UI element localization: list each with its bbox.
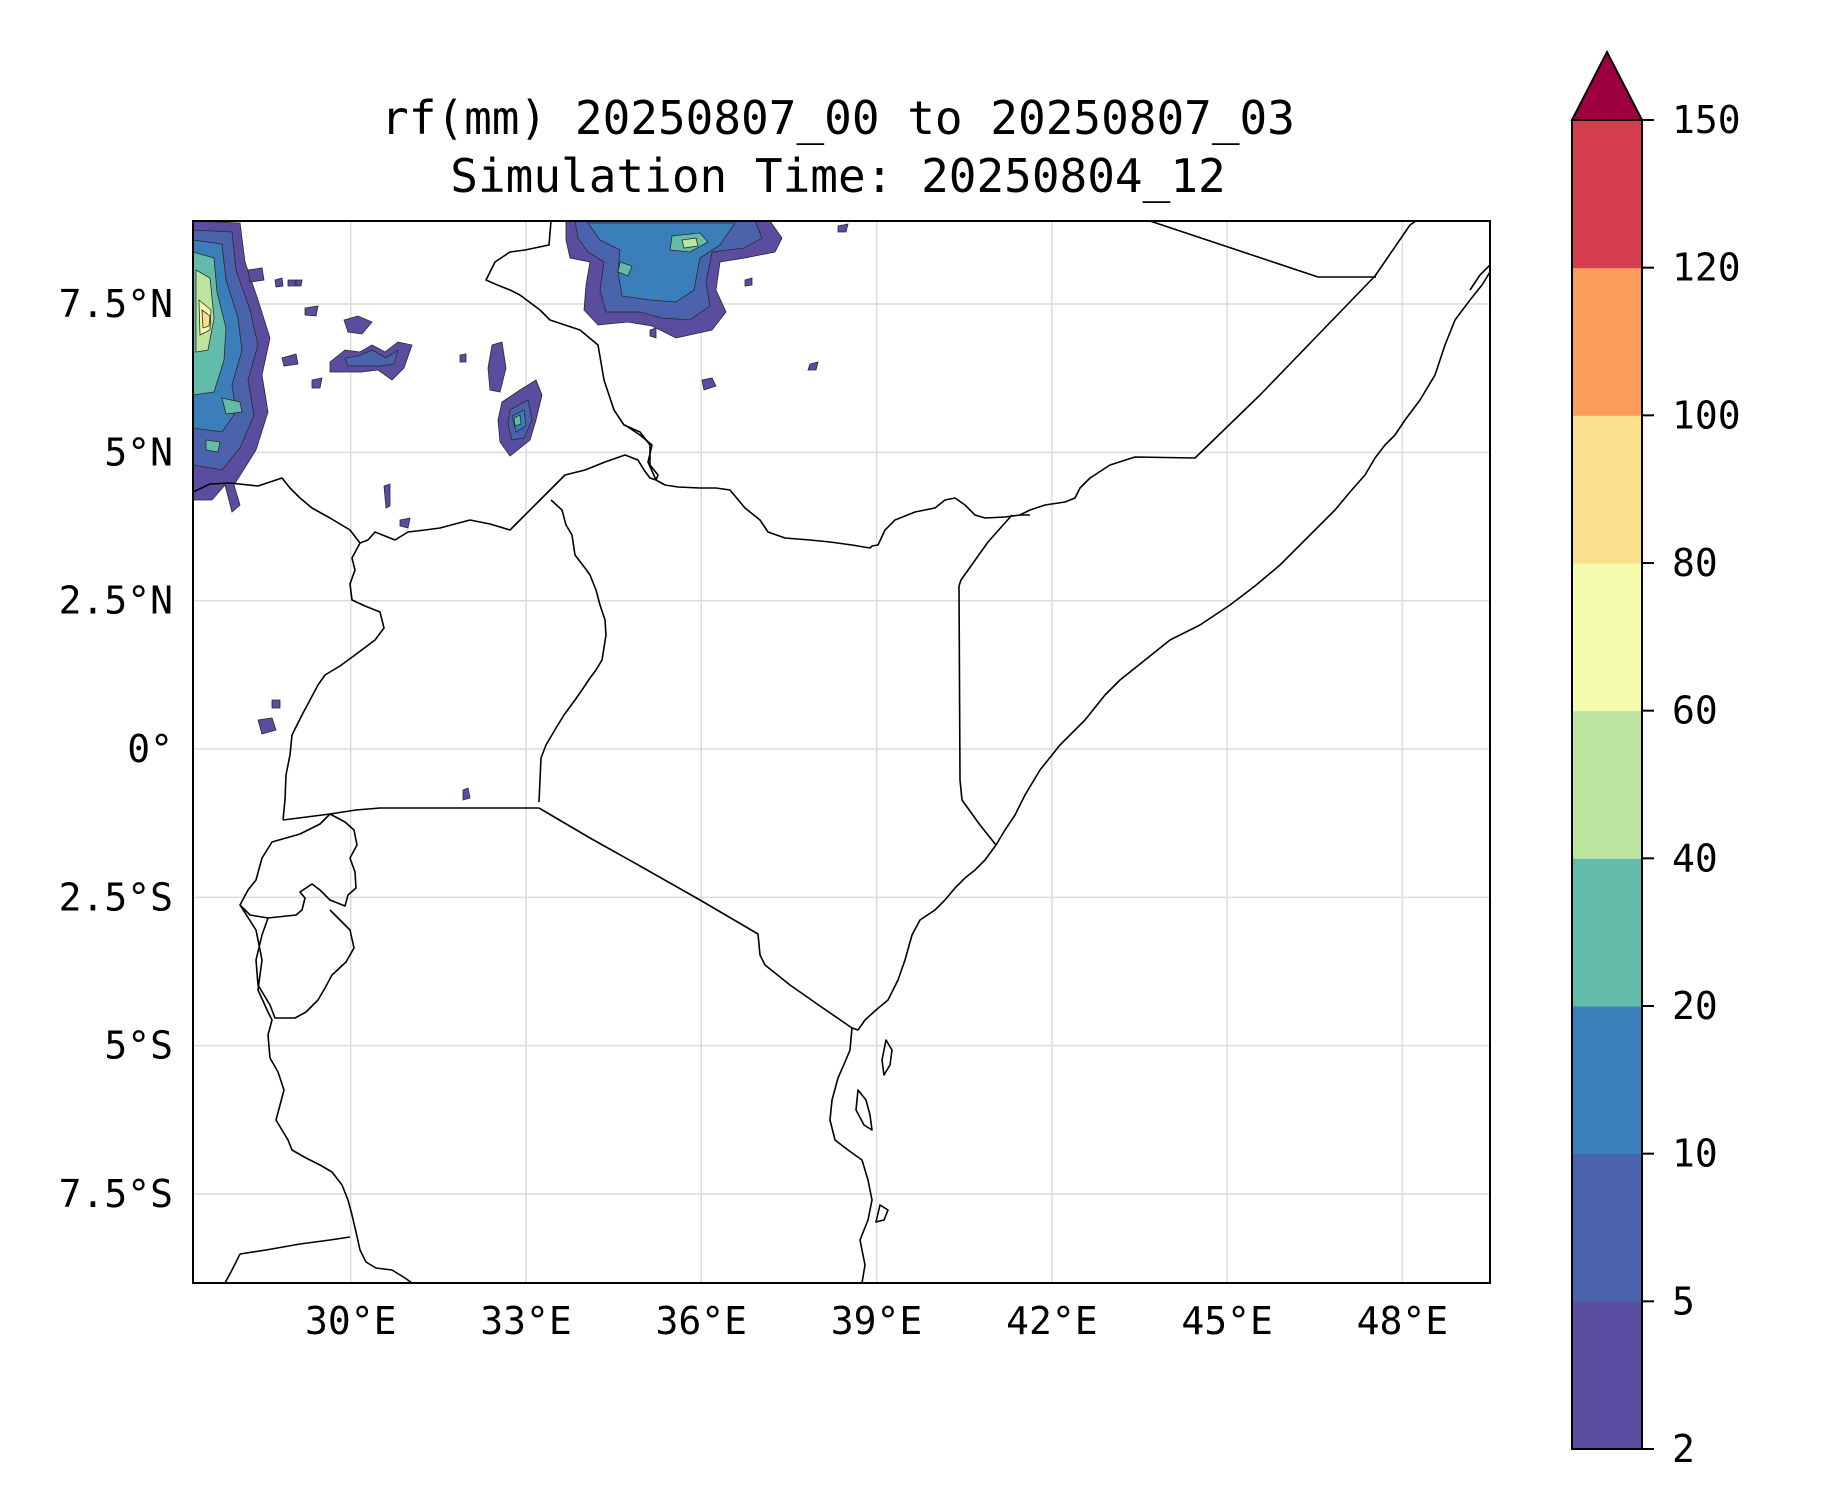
border-burundi-tanzania (255, 909, 355, 1019)
lon-tick-label: 42°E (1006, 1299, 1098, 1343)
border-ethiopia-kenya (655, 479, 1030, 549)
colorbar-tick-label: 20 (1672, 984, 1718, 1028)
colorbar-bin-120 (1572, 120, 1642, 269)
rainfall-shading (193, 221, 849, 801)
border-uganda-tanzania (282, 807, 539, 821)
border-tanzania-zambia (239, 1236, 351, 1255)
border-lake-tanganyika-west (239, 904, 413, 1283)
lon-tick-label: 45°E (1181, 1299, 1273, 1343)
rain-area-scattered (247, 267, 471, 801)
somalia-horn-tip (1469, 264, 1490, 291)
lat-tick-label: 5°N (104, 430, 173, 474)
colorbar-bin-80 (1572, 415, 1642, 564)
border-uganda-drc (282, 542, 385, 821)
colorbar-bin-5 (1572, 1153, 1642, 1302)
colorbar-tick-label: 10 (1672, 1132, 1718, 1176)
colorbar-tick-label: 80 (1672, 541, 1718, 585)
map-background (193, 221, 1490, 1283)
rain-area-west-edge (193, 221, 271, 513)
lat-tick-label: 0° (127, 727, 173, 771)
colorbar-tick-label: 60 (1672, 689, 1718, 733)
lat-tick-label: 5°S (104, 1024, 173, 1068)
lon-tick-label: 48°E (1357, 1299, 1449, 1343)
lon-tick-label: 30°E (305, 1299, 397, 1343)
colorbar-tick-label: 120 (1672, 246, 1741, 290)
colorbar-tick-label: 2 (1672, 1427, 1695, 1471)
border-uganda-kenya (538, 499, 607, 803)
border-somaliland (1149, 221, 1376, 278)
map-plot-area: 30°E 33°E 36°E 39°E 42°E 45°E 48°E 7.5°N 5°N 2.5… (59, 220, 1491, 1343)
border-rwanda-burundi-drc (239, 813, 358, 919)
colorbar-bin-40 (1572, 710, 1642, 859)
border-ethiopia-somalia (1019, 221, 1417, 516)
lon-tick-label: 36°E (656, 1299, 748, 1343)
colorbar-tick-label: 5 (1672, 1279, 1695, 1323)
colorbar-tick-label: 40 (1672, 836, 1718, 880)
lat-tick-label: 2.5°N (59, 579, 173, 623)
colorbar-bin-60 (1572, 563, 1642, 712)
colorbar-bin-2 (1572, 1301, 1642, 1450)
island-zanzibar (855, 1089, 873, 1131)
border-kenya-tanzania (538, 807, 853, 1029)
colorbar-bin-100 (1572, 267, 1642, 416)
colorbar-bin-10 (1572, 1006, 1642, 1155)
country-borders (193, 221, 1490, 1283)
colorbar-tick-label: 100 (1672, 393, 1741, 437)
latitude-tick-labels: 7.5°N 5°N 2.5°N 0° 2.5°S 5°S 7.5°S (59, 282, 173, 1216)
map-frame (192, 220, 1491, 1284)
colorbar-tick-label: 150 (1672, 98, 1741, 142)
title-line-2: Simulation Time: 20250804_12 (450, 149, 1225, 203)
rain-area-highlands (565, 221, 849, 391)
lon-tick-label: 33°E (480, 1299, 572, 1343)
colorbar: 2 5 10 20 40 60 80 100 120 150 (1570, 49, 1741, 1471)
colorbar-frame (1571, 119, 1643, 1450)
lat-tick-label: 7.5°S (59, 1172, 173, 1216)
border-ssudan-ethiopia (624, 424, 657, 481)
border-kenya-somalia (958, 514, 1013, 846)
border-ssudan-uganda-drc (193, 454, 657, 544)
island-mafia (875, 1204, 889, 1223)
lat-tick-label: 7.5°N (59, 282, 173, 326)
lat-tick-label: 2.5°S (59, 875, 173, 919)
island-pemba (881, 1039, 893, 1076)
title-line-1: rf(mm) 20250807_00 to 20250807_03 (381, 91, 1295, 145)
border-tanzania-malawi (224, 1253, 241, 1283)
rain-area-central (487, 341, 543, 457)
gridlines (193, 221, 1490, 1283)
colorbar-extend-arrow (1570, 49, 1644, 121)
colorbar-bin-20 (1572, 858, 1642, 1007)
longitude-tick-labels: 30°E 33°E 36°E 39°E 42°E 45°E 48°E (305, 1299, 1448, 1343)
lon-tick-label: 39°E (831, 1299, 923, 1343)
coastline-east-africa (829, 271, 1490, 1283)
